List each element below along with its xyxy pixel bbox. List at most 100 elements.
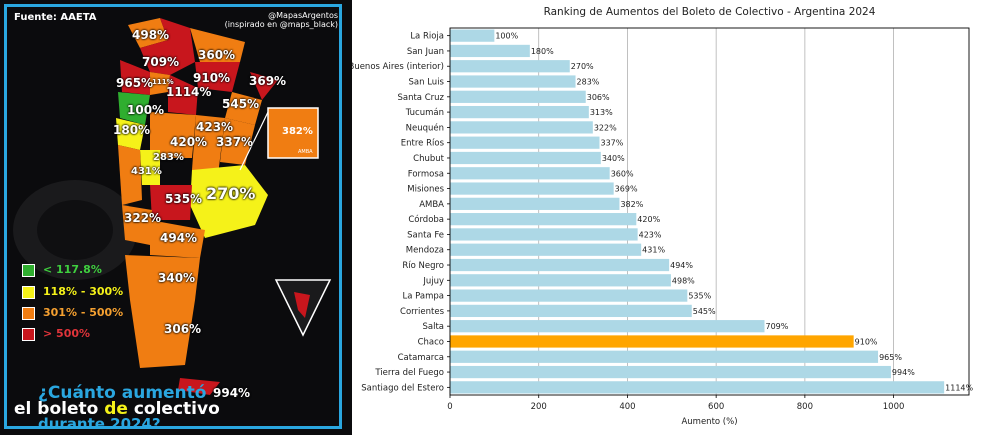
value-label: 382% (620, 200, 643, 209)
bar (450, 365, 891, 379)
bar (450, 90, 586, 103)
category-label: Misiones (407, 185, 444, 195)
province-misiones (250, 72, 278, 100)
map-label: 369% (249, 74, 287, 88)
bar (450, 289, 688, 302)
category-label: Catamarca (398, 353, 444, 363)
category-label: Neuquén (406, 122, 444, 133)
bar (450, 60, 570, 73)
map-label: 180% (113, 123, 151, 137)
category-label: Río Negro (402, 261, 444, 271)
headline-line-1: ¿Cuánto aumentó (38, 383, 207, 403)
x-tick-label: 600 (708, 402, 724, 412)
province-chubut (125, 255, 200, 300)
x-axis-label: Aumento (%) (681, 417, 737, 427)
map-label: 494% (160, 231, 198, 245)
category-label: Entre Ríos (401, 139, 445, 149)
map-label: 337% (216, 135, 254, 149)
map-label: 535% (165, 192, 203, 206)
category-label: Mendoza (406, 246, 444, 256)
background-tire-hub (37, 200, 113, 260)
bar (450, 228, 638, 241)
legend-label: 301% - 500% (43, 306, 124, 319)
province-entre-rios (220, 118, 255, 165)
value-label: 270% (571, 62, 594, 71)
category-label: Chubut (413, 154, 444, 164)
value-label: 709% (766, 322, 789, 331)
province-rio-negro (150, 220, 205, 258)
category-label: La Rioja (410, 32, 444, 42)
chart-title: Ranking de Aumentos del Boleto de Colect… (544, 6, 876, 18)
category-label: Santa Fe (407, 230, 444, 240)
category-label: Córdoba (408, 214, 444, 225)
category-label: Formosa (408, 169, 444, 179)
province-formosa (190, 28, 245, 62)
map-label: 360% (198, 48, 236, 62)
amba-inset (267, 107, 319, 159)
inset-label: AMBA (298, 149, 313, 155)
province-catamarca (120, 60, 150, 95)
legend-swatch (22, 328, 35, 341)
province-la-rioja (118, 92, 150, 125)
bar (450, 243, 642, 256)
value-label: 545% (693, 307, 716, 316)
category-label: AMBA (419, 200, 444, 210)
province-san-juan (116, 118, 145, 150)
legend-swatch (22, 286, 35, 299)
map-label: 910% (193, 71, 231, 85)
map-panel: Fuente: AAETA @MapasArgentos (inspirado … (0, 0, 352, 435)
credit-label: @MapasArgentos (inspirado en @maps_black… (225, 11, 338, 29)
map-label: 111% (152, 78, 174, 86)
map-label: 965% (116, 76, 154, 90)
value-label: 1114% (945, 383, 973, 392)
inset-connector (239, 111, 269, 171)
legend-swatch (22, 307, 35, 320)
map-frame (4, 4, 342, 429)
value-label: 498% (672, 276, 695, 285)
bar (450, 105, 589, 119)
x-tick-label: 400 (619, 402, 635, 412)
bar (450, 167, 610, 180)
value-label: 283% (577, 78, 600, 87)
province-cordoba (150, 112, 196, 158)
legend-label: > 500% (43, 327, 91, 340)
argentina-map (13, 18, 332, 395)
headline-highlight: de (104, 399, 128, 419)
map-label: 270% (206, 184, 256, 203)
province-santa-fe (192, 115, 225, 175)
credit-note: (inspirado en @maps_black) (224, 20, 338, 29)
value-label: 910% (855, 337, 878, 346)
value-label: 313% (590, 108, 613, 117)
bar (450, 381, 945, 394)
map-label: 545% (222, 97, 260, 111)
headline-part: colectivo (127, 399, 220, 419)
map-label: 498% (132, 28, 170, 42)
bar (450, 182, 614, 195)
map-label: 1114% (166, 85, 212, 99)
value-label: 340% (602, 154, 625, 163)
category-label: San Juan (407, 47, 444, 57)
x-tick-label: 800 (797, 402, 813, 412)
province-buenos-aires (190, 165, 268, 238)
chart-panel: La Rioja 100% San Juan 180% Buenos Aires (in… (348, 0, 1000, 435)
headline-line-3: durante 2024? (38, 415, 161, 433)
province-santa-cruz (130, 300, 195, 368)
bar (450, 213, 637, 226)
value-label: 180% (531, 47, 554, 56)
value-label: 420% (637, 215, 660, 224)
province-tierra-del-fuego (178, 378, 220, 395)
x-tick-label: 200 (531, 402, 547, 412)
province-neuquen (122, 205, 152, 245)
category-label: Santiago del Estero (361, 383, 444, 393)
source-label: Fuente: AAETA (14, 12, 97, 23)
bar (450, 121, 593, 134)
bar (450, 304, 692, 318)
value-label: 994% (892, 368, 915, 377)
category-label: Buenos Aires (interior) (352, 62, 444, 72)
value-label: 337% (600, 139, 623, 148)
value-label: 360% (611, 169, 634, 178)
province-jujuy (128, 18, 168, 48)
x-tick-label: 0 (447, 402, 452, 412)
x-tick-label: 1000 (883, 402, 905, 412)
ranking-bar-chart: La Rioja 100% San Juan 180% Buenos Aires (in… (348, 6, 973, 427)
